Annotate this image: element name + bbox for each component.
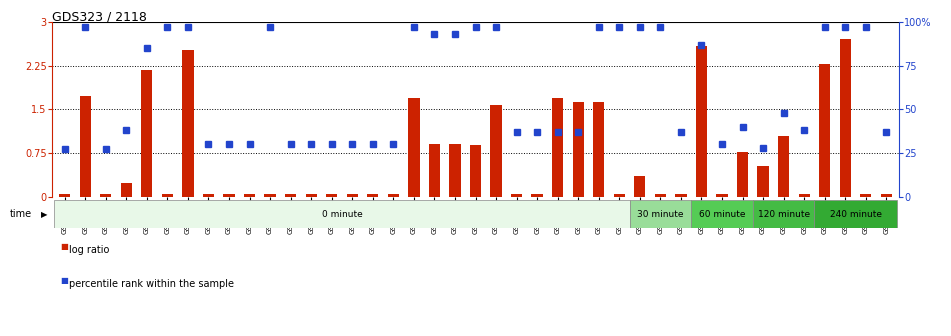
Text: ■: ■ xyxy=(60,276,68,285)
Bar xyxy=(100,194,111,197)
Text: log ratio: log ratio xyxy=(69,245,109,255)
Bar xyxy=(59,194,70,197)
Text: ■: ■ xyxy=(60,242,68,251)
Bar xyxy=(799,194,810,197)
Bar xyxy=(80,96,91,197)
Bar xyxy=(814,200,897,228)
Bar xyxy=(634,176,646,197)
Bar xyxy=(552,97,563,197)
Bar xyxy=(573,102,584,197)
Bar xyxy=(716,194,728,197)
Bar xyxy=(778,136,789,197)
Text: 0 minute: 0 minute xyxy=(321,210,362,219)
Bar xyxy=(162,194,173,197)
Text: ▶: ▶ xyxy=(41,210,48,219)
Bar xyxy=(183,50,194,197)
Bar xyxy=(449,144,460,197)
Text: 30 minute: 30 minute xyxy=(637,210,684,219)
Bar xyxy=(326,194,338,197)
Bar xyxy=(613,194,625,197)
Bar xyxy=(367,194,378,197)
Bar xyxy=(305,194,317,197)
Bar xyxy=(203,194,214,197)
Bar xyxy=(408,97,419,197)
Text: 240 minute: 240 minute xyxy=(829,210,882,219)
Bar xyxy=(737,152,748,197)
Bar xyxy=(429,144,440,197)
Bar xyxy=(346,194,358,197)
Bar xyxy=(860,194,871,197)
Bar xyxy=(753,200,814,228)
Text: GDS323 / 2118: GDS323 / 2118 xyxy=(52,10,147,23)
Bar xyxy=(388,194,399,197)
Bar xyxy=(654,194,666,197)
Bar xyxy=(840,39,851,197)
Bar xyxy=(691,200,753,228)
Bar xyxy=(757,166,768,197)
Bar xyxy=(141,70,152,197)
Bar xyxy=(593,102,605,197)
Bar xyxy=(223,194,235,197)
Bar xyxy=(696,46,708,197)
Text: 120 minute: 120 minute xyxy=(758,210,809,219)
Text: time: time xyxy=(10,209,31,219)
Bar xyxy=(491,104,502,197)
Bar xyxy=(470,145,481,197)
Bar xyxy=(121,183,132,197)
Bar xyxy=(285,194,297,197)
Bar xyxy=(264,194,276,197)
Bar xyxy=(532,194,543,197)
Bar xyxy=(881,194,892,197)
Bar xyxy=(511,194,522,197)
Bar xyxy=(819,64,830,197)
Bar xyxy=(54,200,630,228)
Text: 60 minute: 60 minute xyxy=(699,210,746,219)
Text: percentile rank within the sample: percentile rank within the sample xyxy=(69,279,235,289)
Bar xyxy=(675,194,687,197)
Bar xyxy=(243,194,255,197)
Bar xyxy=(630,200,691,228)
